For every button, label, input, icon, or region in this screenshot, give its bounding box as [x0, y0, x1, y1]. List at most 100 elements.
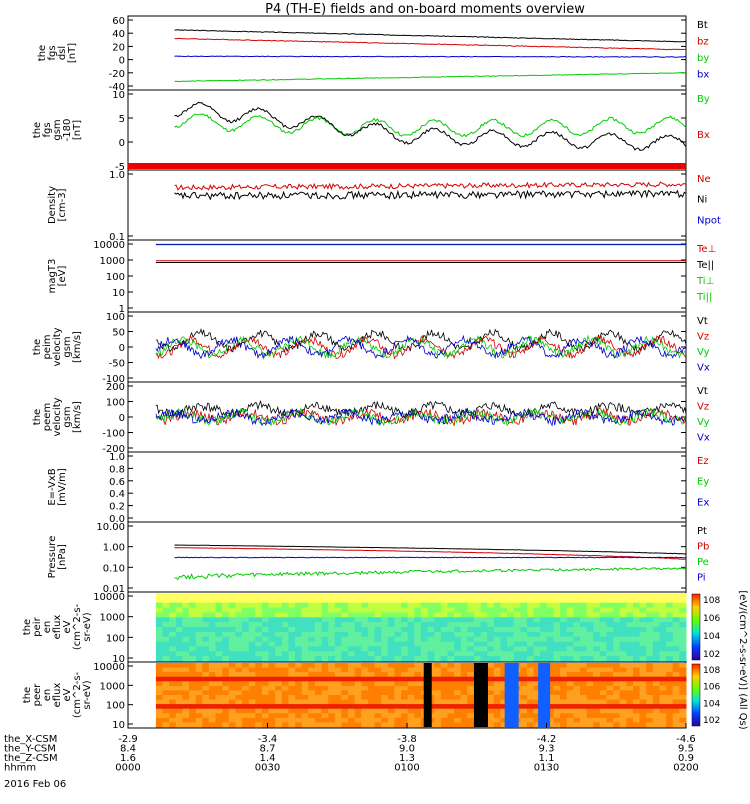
spectrogram-cell — [281, 699, 289, 705]
spectrogram-cell — [361, 656, 369, 662]
spectrogram-cell — [189, 631, 197, 638]
spectrogram-cell — [394, 708, 402, 714]
spectrogram-cell — [321, 651, 329, 657]
spectrogram-cell — [659, 636, 667, 643]
spectrogram-cell — [414, 631, 422, 638]
spectrogram-cell — [447, 597, 455, 604]
spectrogram-cell — [348, 717, 356, 723]
spectrogram-cell — [580, 717, 588, 723]
spectrogram-cell — [202, 607, 210, 613]
spectrogram-cell — [500, 602, 508, 609]
spectrogram-cell — [546, 676, 554, 682]
spectrogram-cell — [175, 631, 183, 638]
spectrogram-cell — [672, 597, 680, 604]
spectrogram-cell — [593, 676, 601, 682]
legend-Vz: Vz — [697, 332, 709, 343]
spectrogram-cell — [189, 685, 197, 691]
spectrogram-cell — [546, 672, 554, 678]
spectrogram-cell — [275, 612, 283, 618]
spectrogram-cell — [169, 627, 177, 633]
spectrogram-cell — [639, 612, 647, 618]
spectrogram-cell — [586, 646, 594, 652]
spectrogram-cell — [261, 713, 269, 719]
spectrogram-cell — [652, 672, 660, 678]
spectrogram-cell — [387, 593, 395, 599]
spectrogram-cell — [513, 612, 521, 618]
spectrogram-cell — [679, 722, 687, 728]
spectrogram-cell — [440, 667, 448, 673]
spectrogram-cell — [560, 627, 568, 633]
spectrogram-cell — [162, 617, 170, 623]
spectrogram-cell — [169, 685, 177, 691]
spectrogram-cell — [652, 607, 660, 613]
spectrogram-cell — [573, 631, 581, 638]
spectrogram-cell — [314, 622, 322, 628]
spectrogram-cell — [361, 690, 369, 696]
spectrogram-cell — [301, 617, 309, 623]
spectrogram-cell — [606, 699, 614, 705]
spectrogram-cell — [348, 622, 356, 628]
spectrogram-cell — [553, 641, 561, 647]
spectrogram-cell — [374, 656, 382, 662]
spectrogram-cell — [566, 631, 574, 638]
spectrogram-cell — [652, 722, 660, 728]
spectrogram-cell — [633, 656, 641, 662]
spectrogram-cell — [354, 622, 362, 628]
spectrogram-cell — [175, 597, 183, 604]
spectrogram-cell — [566, 636, 574, 643]
spectrogram-cell — [255, 593, 263, 599]
spectrogram-cell — [672, 685, 680, 691]
spectrogram-cell — [195, 667, 203, 673]
spectrogram-cell — [639, 717, 647, 723]
spectrogram-cell — [321, 607, 329, 613]
spectrogram-cell — [520, 597, 528, 604]
spectrogram-cell — [195, 607, 203, 613]
spectrogram-cell — [381, 646, 389, 652]
spectrogram-cell — [189, 695, 197, 701]
y-axis-label: the — [32, 122, 43, 138]
spectrogram-cell — [414, 612, 422, 618]
spectrogram-cell — [480, 636, 488, 643]
spectrogram-cell — [248, 627, 256, 633]
spectrogram-cell — [626, 667, 634, 673]
spectrogram-cell — [268, 607, 276, 613]
legend-Vz: Vz — [697, 402, 709, 413]
spectrogram-cell — [666, 607, 674, 613]
spectrogram-cell — [321, 672, 329, 678]
spectrogram-cell — [652, 602, 660, 609]
spectrogram-cell — [314, 690, 322, 696]
legend-Te⊥: Te⊥ — [696, 244, 716, 255]
spectrogram-cell — [454, 602, 462, 609]
spectrogram-cell — [593, 708, 601, 714]
series-fgs_gsm-Bx — [174, 101, 687, 151]
spectrogram-cell — [261, 690, 269, 696]
spectrogram-cell — [593, 695, 601, 701]
spectrogram-cell — [394, 676, 402, 682]
spectrogram-cell — [228, 722, 236, 728]
spectrogram-cell — [421, 617, 429, 623]
spectrogram-cell — [222, 602, 230, 609]
spectrogram-cell — [248, 717, 256, 723]
spectrogram-cell — [242, 713, 250, 719]
spectrogram-cell — [553, 717, 561, 723]
spectrogram-cell — [573, 593, 581, 599]
spectrogram-cell — [341, 627, 349, 633]
spectrogram-cell — [593, 646, 601, 652]
spectrogram-cell — [367, 593, 375, 599]
spectrogram-cell — [169, 641, 177, 647]
legend-Te||: Te|| — [696, 260, 714, 271]
spectrogram-cell — [560, 631, 568, 638]
spectrogram-cell — [613, 685, 621, 691]
spectrogram-cell — [586, 690, 594, 696]
series-density-Ne — [174, 181, 687, 191]
spectrogram-cell — [434, 646, 442, 652]
spectrogram-cell — [666, 663, 674, 669]
spectrogram-cell — [162, 713, 170, 719]
spectrogram-cell — [520, 622, 528, 628]
spectrogram-cell — [414, 717, 422, 723]
spectrogram-cell — [189, 622, 197, 628]
spectrogram-cell — [374, 597, 382, 604]
spectrogram-cell — [487, 722, 495, 728]
spectrogram-cell — [626, 641, 634, 647]
